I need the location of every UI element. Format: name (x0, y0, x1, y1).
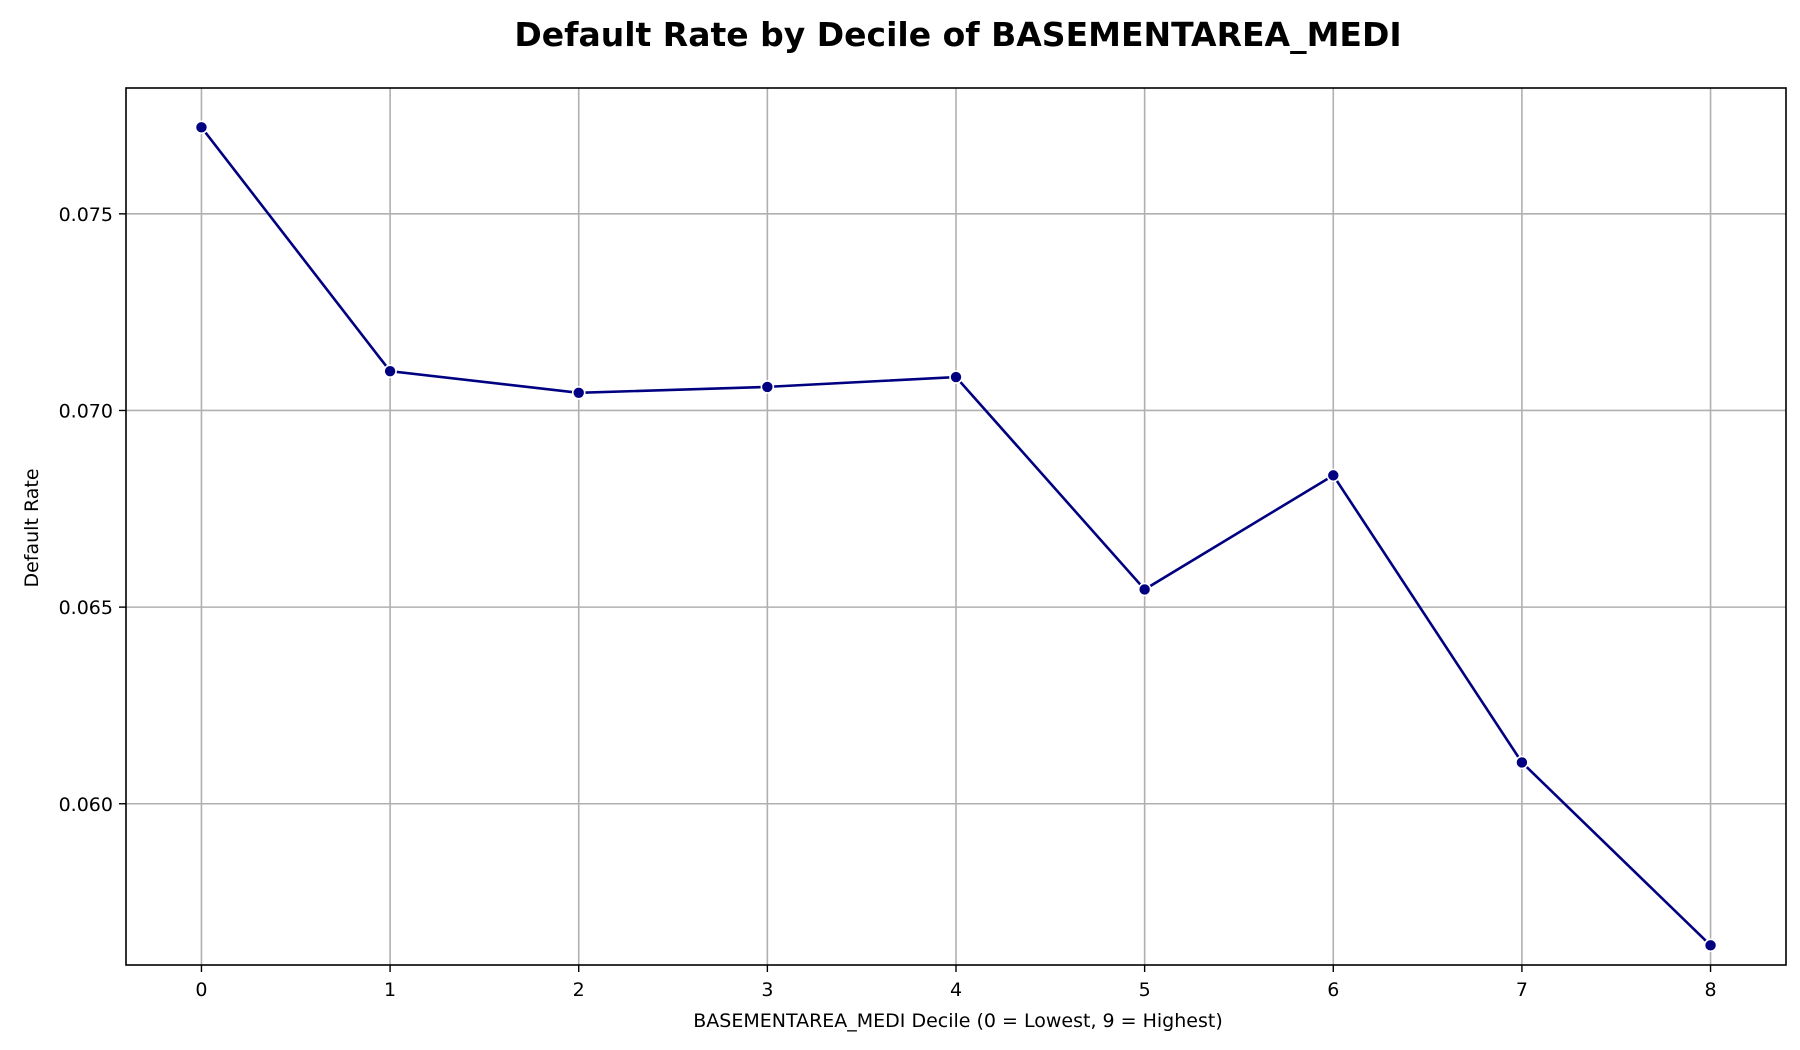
x-tick-label: 6 (1327, 979, 1339, 1001)
x-tick-label: 3 (761, 979, 773, 1001)
x-tick-label: 4 (950, 979, 962, 1001)
x-tick-label: 2 (573, 979, 585, 1001)
y-axis-label: Default Rate (21, 468, 43, 587)
x-axis-label: BASEMENTAREA_MEDI Decile (0 = Lowest, 9 … (693, 1010, 1223, 1032)
chart-title: Default Rate by Decile of BASEMENTAREA_M… (514, 15, 1401, 54)
x-tick-label: 5 (1139, 979, 1151, 1001)
data-point (1326, 468, 1341, 483)
data-point (1137, 582, 1152, 597)
grid-layer (126, 88, 1786, 965)
x-tick-label: 1 (384, 979, 396, 1001)
y-tick-label: 0.065 (59, 597, 113, 619)
y-tick-label: 0.075 (59, 204, 113, 226)
data-point (1515, 755, 1529, 770)
series-layer (194, 120, 1718, 953)
plot-frame (125, 87, 1787, 966)
x-tick-label: 8 (1704, 979, 1716, 1001)
y-tick-label: 0.060 (59, 794, 113, 816)
data-point (760, 380, 775, 394)
data-point (571, 385, 586, 400)
data-point (949, 370, 963, 384)
data-point (1703, 938, 1718, 953)
x-tick-label: 7 (1516, 979, 1528, 1001)
y-tick-label: 0.070 (59, 400, 113, 422)
data-point (383, 364, 397, 378)
x-tick-label: 0 (195, 979, 207, 1001)
axes-layer: 0 1 2 3 4 5 6 7 8 0.060 0.065 0.070 0.075 (59, 87, 1787, 1001)
data-point (194, 120, 209, 135)
